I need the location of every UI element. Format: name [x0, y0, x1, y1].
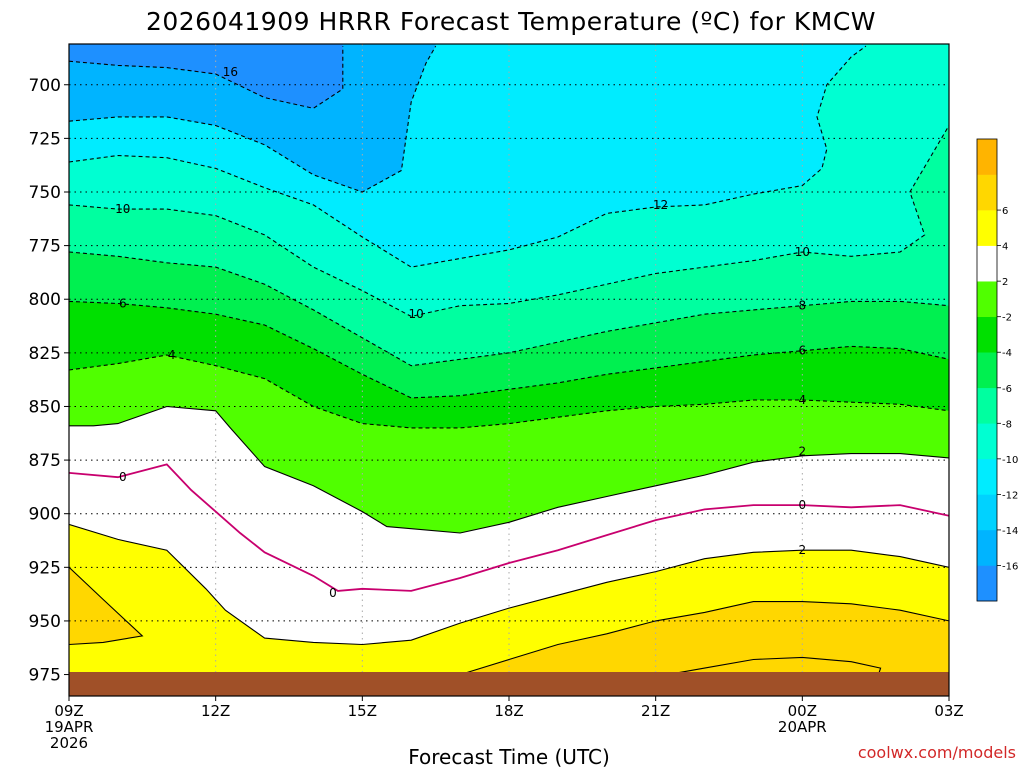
- colorbar-swatch: [977, 423, 997, 460]
- isotherm-label: 12: [653, 198, 668, 212]
- colorbar-swatch: [977, 529, 997, 566]
- y-axis: 700 725 750 775 800 825 850 875 900 925 950 975: [29, 76, 69, 686]
- isotherm-label: 0: [119, 470, 127, 484]
- isotherm-line: [69, 300, 949, 399]
- isotherm-line: [69, 354, 949, 429]
- isotherm-line: [69, 463, 949, 592]
- isotherm-line: [69, 125, 949, 317]
- colorbar-swatch: [977, 139, 997, 175]
- colorbar-label: -8: [1002, 419, 1012, 430]
- grid-lines: [69, 44, 949, 696]
- x-tick-label: 03Z: [934, 702, 963, 720]
- colorbar-label: 6: [1002, 206, 1008, 217]
- colorbar-label: -10: [1002, 455, 1018, 466]
- isotherm-label: 6: [119, 297, 127, 311]
- colorbar-swatch: [977, 245, 997, 282]
- isotherm-line: [69, 566, 144, 646]
- y-tick-label: 975: [29, 666, 61, 686]
- y-tick-label: 800: [29, 290, 61, 310]
- isotherm-labels: 16 12 10 10 10 8 6 6 4 4 2 0 0 0 2: [115, 65, 810, 600]
- x-axis-label: Forecast Time (UTC): [408, 745, 610, 768]
- temperature-bands: [69, 44, 949, 696]
- isotherm-label: 2: [799, 543, 807, 557]
- chart-title: 2026041909 HRRR Forecast Temperature (ºC…: [146, 7, 876, 36]
- colorbar-label: -16: [1002, 561, 1018, 572]
- isotherm-label: 2: [799, 445, 807, 459]
- colorbar-swatch: [977, 281, 997, 317]
- x-tick-label: 21Z: [641, 702, 670, 720]
- credit-text: coolwx.com/models: [858, 743, 1016, 762]
- isotherm-label: 0: [799, 498, 807, 512]
- x-tick-label: 12Z: [201, 702, 230, 720]
- y-tick-label: 950: [29, 612, 61, 632]
- isotherm-label: 10: [115, 202, 130, 216]
- colorbar-label: -6: [1002, 384, 1012, 395]
- y-tick-label: 700: [29, 76, 61, 96]
- colorbar-swatch: [977, 174, 997, 211]
- isotherm-line: [69, 523, 949, 646]
- colorbar-label: -4: [1002, 348, 1012, 359]
- isotherm-label: 8: [799, 299, 807, 313]
- isotherm-label: 10: [795, 245, 810, 259]
- isotherm-label: 4: [799, 393, 807, 407]
- x-tick-date: 20APR: [778, 718, 827, 736]
- ground-surface: [69, 672, 949, 696]
- y-tick-label: 850: [29, 397, 61, 417]
- colorbar-swatch: [977, 316, 997, 353]
- y-tick-label: 825: [29, 344, 61, 364]
- colorbar-swatch: [977, 458, 997, 495]
- y-tick-label: 925: [29, 558, 61, 578]
- y-tick-label: 750: [29, 183, 61, 203]
- isotherm-line: [69, 46, 344, 109]
- colorbar-label: -12: [1002, 490, 1018, 501]
- colorbar: -16 -14 -12 -10 -8 -6 -4 -2 2 4 6: [976, 138, 1018, 602]
- x-tick-label: 15Z: [348, 702, 377, 720]
- isotherm-line: [69, 45, 867, 268]
- y-tick-label: 900: [29, 505, 61, 525]
- x-tick-date: 19APR: [45, 718, 94, 736]
- colorbar-label: -14: [1002, 526, 1018, 537]
- x-tick-label: 00Z: [788, 702, 817, 720]
- isotherm-label: 0: [329, 586, 337, 600]
- colorbar-frame: [976, 138, 998, 602]
- colorbar-swatch: [977, 387, 997, 424]
- isotherms: [69, 45, 949, 691]
- colorbar-swatch: [977, 565, 997, 602]
- y-tick-label: 725: [29, 129, 61, 149]
- colorbar-label: -2: [1002, 313, 1012, 324]
- colorbar-swatch: [977, 352, 997, 389]
- isotherm-line: [69, 45, 437, 193]
- x-tick-label: 09Z: [54, 702, 83, 720]
- colorbar-swatch: [977, 494, 997, 531]
- isotherm-label: 6: [799, 344, 807, 358]
- band-fill: [69, 567, 143, 645]
- y-tick-label: 775: [29, 237, 61, 257]
- isotherm-line: [411, 601, 949, 688]
- isotherm-line: [69, 251, 949, 367]
- colorbar-swatch: [977, 210, 997, 246]
- isotherm-line: [69, 405, 949, 534]
- isotherm-label: 10: [408, 307, 423, 321]
- y-tick-label: 875: [29, 451, 61, 471]
- isotherm-label: 4: [168, 348, 176, 362]
- colorbar-label: 2: [1002, 277, 1008, 288]
- isotherm-label: 16: [223, 65, 238, 79]
- x-tick-label: 18Z: [494, 702, 523, 720]
- x-tick-year: 2026: [50, 734, 88, 752]
- colorbar-label: 4: [1002, 242, 1008, 253]
